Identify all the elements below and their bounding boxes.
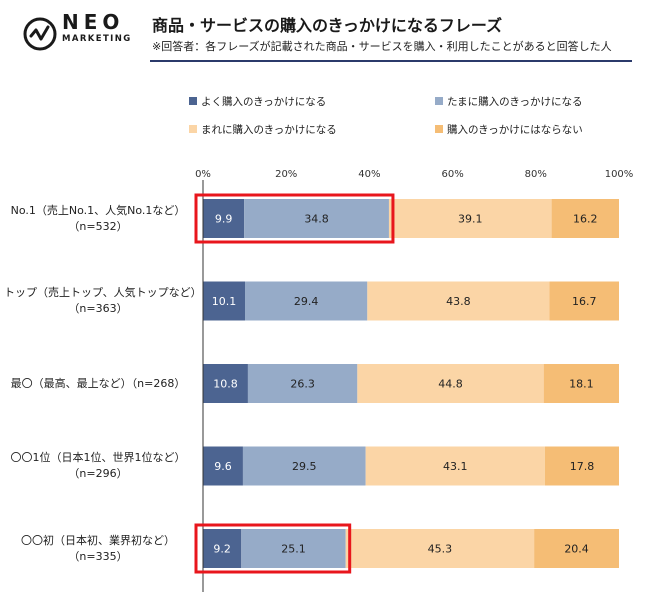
data-label: 34.8 (304, 213, 329, 226)
data-label: 25.1 (281, 543, 306, 556)
bar-segment (203, 199, 245, 238)
category-sample-size: （n=335） (68, 549, 128, 563)
bar-segment (345, 529, 535, 568)
header-rule (150, 60, 632, 62)
bar-segment (203, 446, 243, 486)
data-label: 9.9 (215, 213, 233, 226)
bar-segment (367, 281, 550, 321)
category-name: トップ（売上トップ、人気トップなど） (4, 286, 202, 299)
category-name: 最〇（最高、最上など）（n=268） (10, 376, 186, 390)
legend-label: まれに購入のきっかけになる (201, 124, 337, 136)
bar-segment (203, 281, 246, 321)
data-label: 16.7 (572, 295, 597, 308)
bar-segment (549, 281, 619, 321)
data-label: 16.2 (573, 213, 598, 226)
legend-label: よく購入のきっかけになる (201, 96, 327, 108)
chart-subtitle: ※回答者：各フレーズが記載された商品・サービスを購入・利用したことがあると回答し… (152, 40, 612, 53)
data-label: 43.1 (443, 460, 468, 473)
data-label: 39.1 (458, 213, 483, 226)
x-tick-label: 100% (605, 169, 634, 180)
data-label: 45.3 (428, 543, 453, 556)
brand-name: NEO (62, 10, 125, 34)
brand-subname: MARKETING (62, 34, 132, 44)
data-label: 44.8 (438, 378, 463, 391)
data-label: 9.2 (213, 543, 231, 556)
bar-segment (551, 199, 619, 238)
bar-segment (544, 446, 619, 486)
bar-segment (534, 529, 619, 568)
legend-label: 購入のきっかけにはならない (447, 124, 583, 136)
highlight-box (194, 523, 352, 574)
legend-swatch (189, 97, 197, 105)
data-label: 20.4 (564, 543, 589, 556)
legend-item-sometimes: たまに購入のきっかけになる (435, 94, 582, 109)
data-label: 43.8 (446, 295, 471, 308)
legend-swatch (435, 125, 443, 133)
data-label: 9.6 (214, 460, 232, 473)
bar-segment (242, 446, 366, 486)
legend-swatch (435, 97, 443, 105)
highlight-box (194, 193, 395, 244)
category-sample-size: （n=363） (68, 302, 128, 315)
data-label: 18.1 (569, 378, 594, 391)
bar-segment (241, 529, 346, 568)
data-label: 29.5 (292, 460, 317, 473)
bar-segment (365, 446, 545, 486)
neo-marketing-logo-icon (23, 17, 57, 51)
legend-item-often: よく購入のきっかけになる (189, 94, 326, 109)
data-label: 29.4 (294, 295, 319, 308)
bar-segment (203, 364, 248, 403)
x-tick-label: 40% (358, 169, 380, 180)
category-name: 〇〇1位（日本1位、世界1位など） (10, 451, 186, 464)
category-label: No.1（売上No.1、人気No.1など） （n=532） (4, 203, 192, 235)
x-tick-label: 80% (525, 169, 547, 180)
data-label: 17.8 (570, 460, 595, 473)
data-label: 10.8 (213, 378, 238, 391)
category-label: 最〇（最高、最上など）（n=268） (4, 376, 192, 392)
category-name: 〇〇初（日本初、業界初など） (21, 533, 175, 547)
legend-swatch (189, 125, 197, 133)
category-label: トップ（売上トップ、人気トップなど） （n=363） (4, 285, 202, 317)
x-tick-label: 20% (275, 169, 297, 180)
category-label: 〇〇初（日本初、業界初など） （n=335） (4, 533, 192, 565)
x-tick-label: 60% (441, 169, 463, 180)
category-sample-size: （n=532） (68, 219, 128, 233)
data-label: 26.3 (290, 378, 315, 391)
bar-segment (203, 529, 242, 568)
bar-segment (543, 364, 619, 403)
bar-segment (247, 364, 358, 403)
bar-segment (244, 199, 389, 238)
category-name: No.1（売上No.1、人気No.1など） (10, 203, 186, 217)
bar-segment (245, 281, 368, 321)
x-tick-label: 0% (195, 169, 211, 180)
legend-item-rarely: まれに購入のきっかけになる (189, 122, 337, 137)
bar-segment (388, 199, 552, 238)
data-label: 10.1 (212, 295, 237, 308)
category-sample-size: （n=296） (68, 467, 128, 480)
chart-title: 商品・サービスの購入のきっかけになるフレーズ (152, 16, 503, 35)
legend-item-never: 購入のきっかけにはならない (435, 122, 583, 137)
legend-label: たまに購入のきっかけになる (447, 96, 583, 108)
category-label: 〇〇1位（日本1位、世界1位など） （n=296） (4, 450, 192, 482)
bar-segment (357, 364, 544, 403)
